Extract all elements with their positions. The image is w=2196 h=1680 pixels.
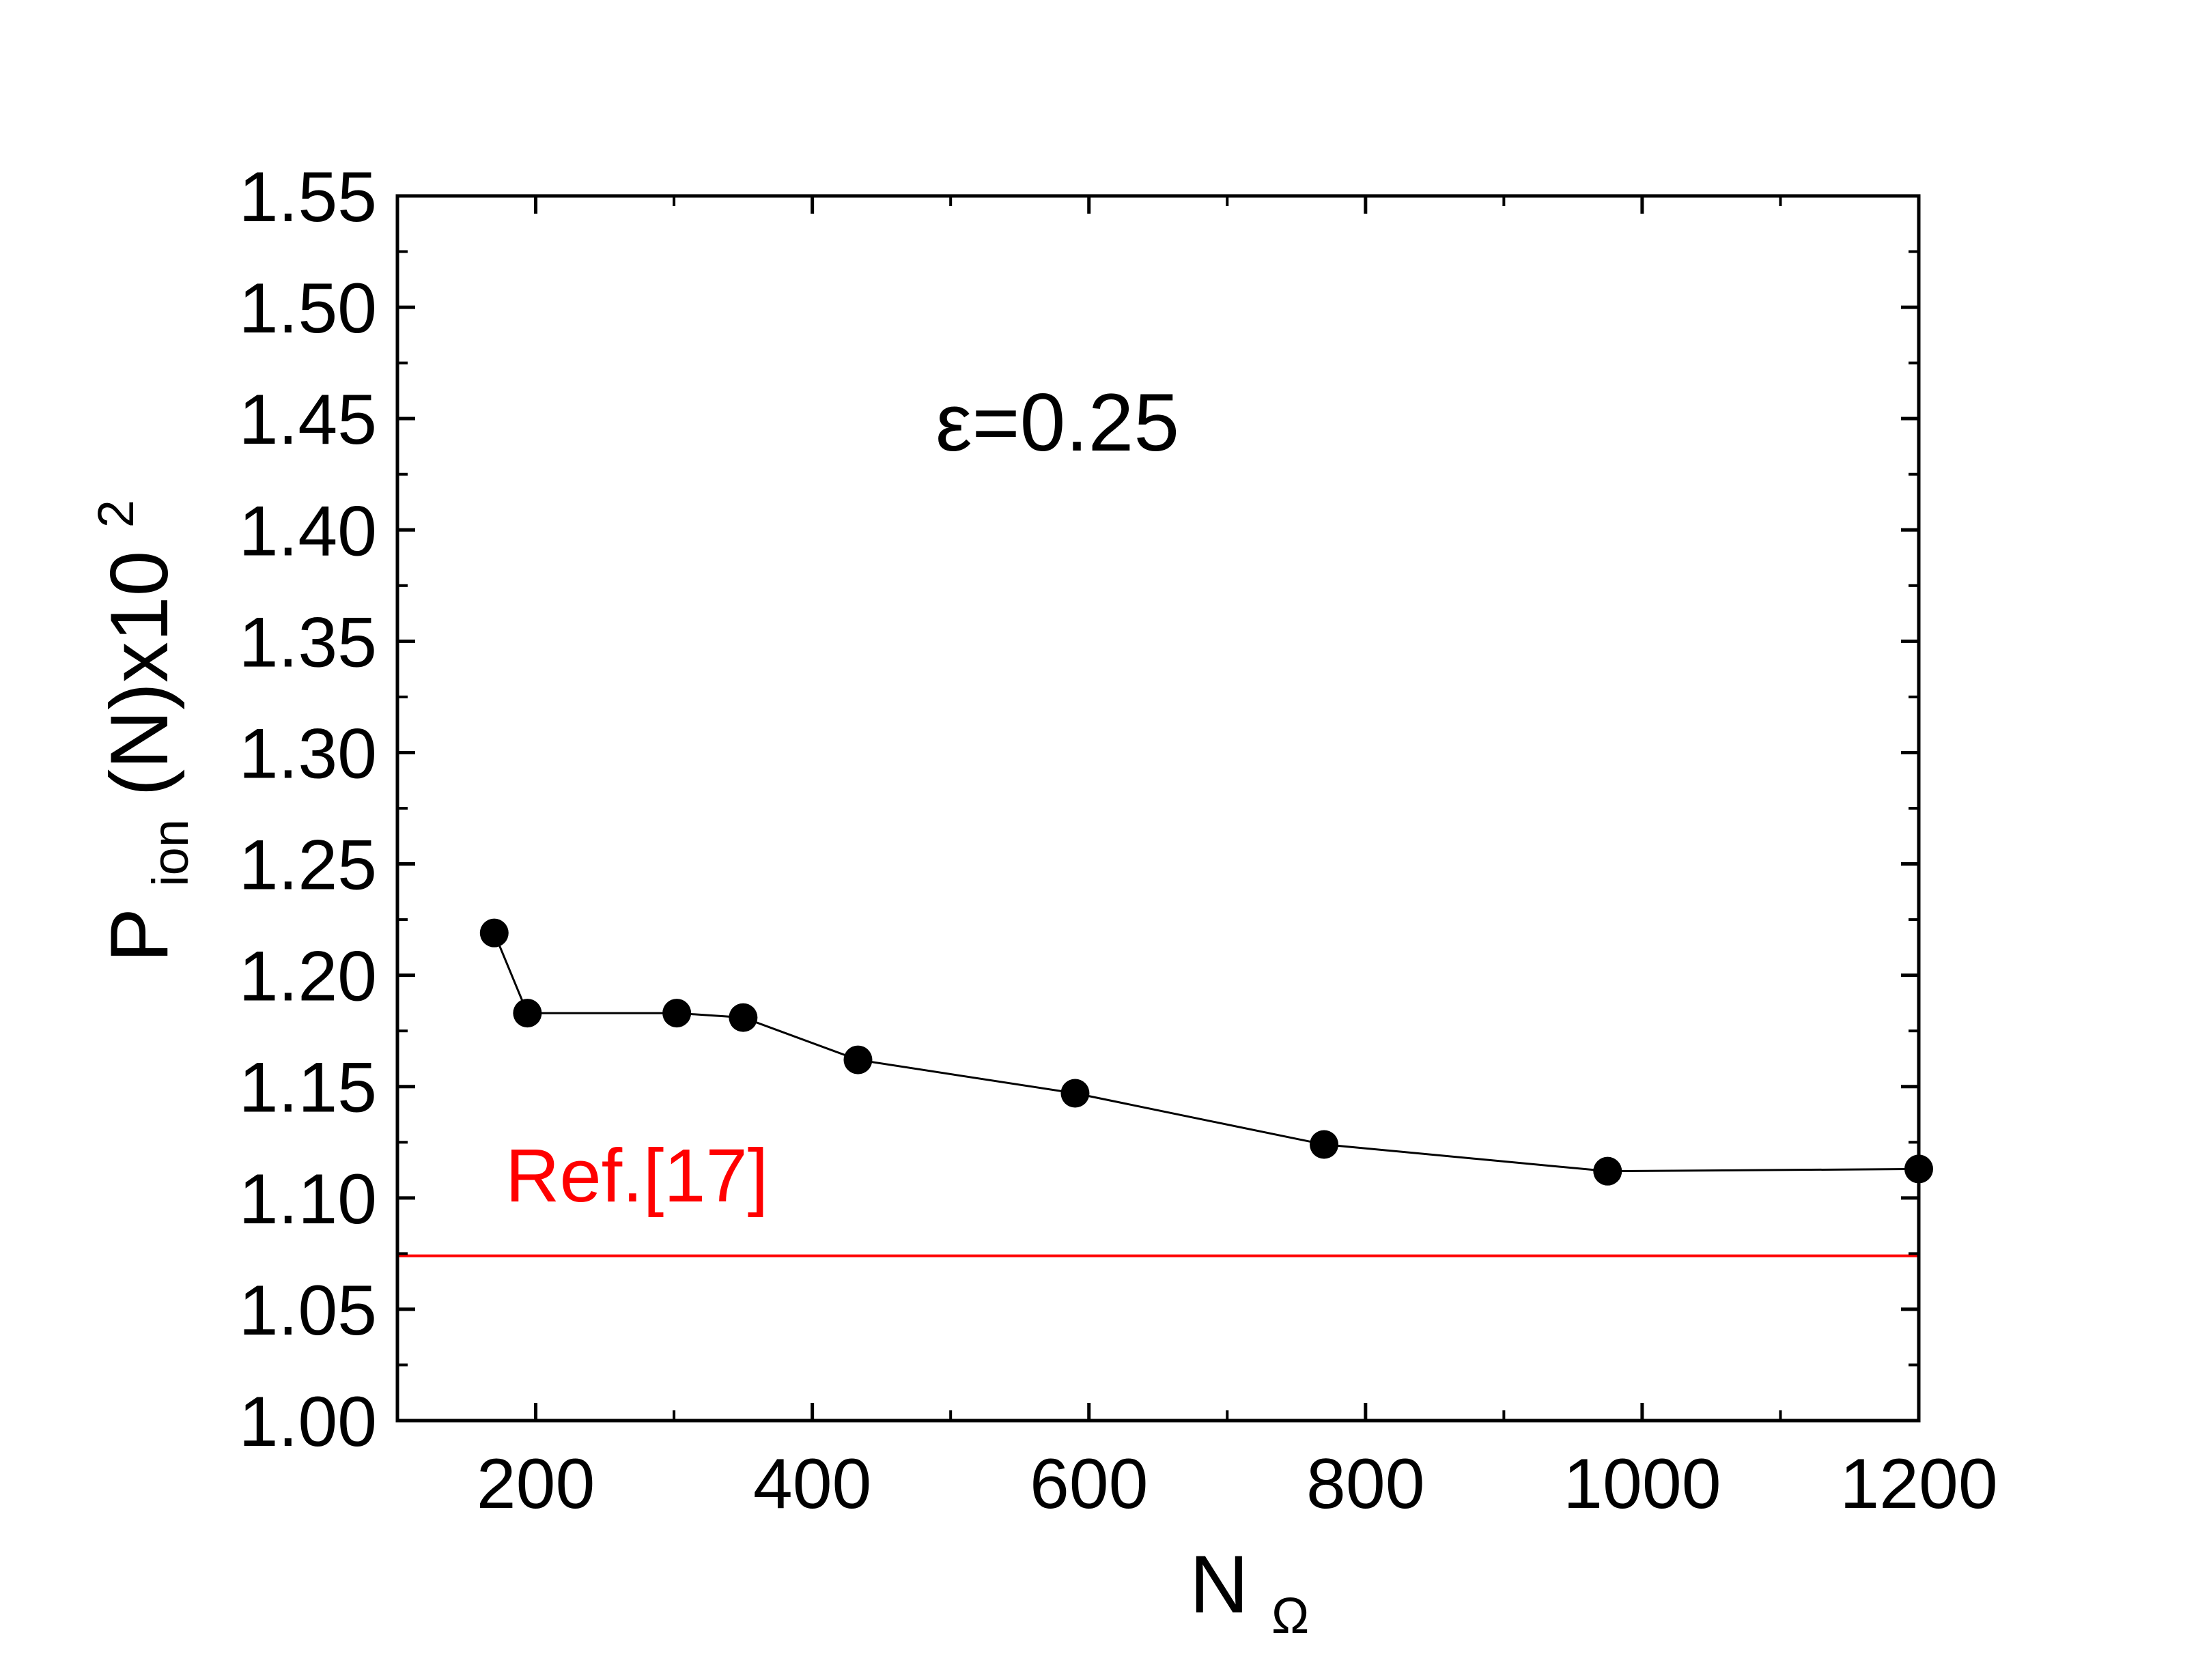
series-group: [479, 918, 1933, 1186]
y-tick-label: 1.05: [239, 1271, 377, 1350]
y-tick-label: 1.10: [239, 1160, 377, 1239]
reference-label: Ref.[17]: [505, 1134, 768, 1218]
x-axis-title: N Ω: [1190, 1539, 1309, 1644]
x-tick-label: 400: [753, 1444, 872, 1524]
y-tick-label: 1.15: [239, 1049, 377, 1128]
y-axis-title-main: P: [94, 909, 185, 963]
x-tick-label: 1000: [1563, 1444, 1721, 1524]
y-tick-label: 1.50: [239, 269, 377, 348]
data-point: [843, 1045, 873, 1074]
ticks-group: [397, 194, 1921, 1423]
data-point: [513, 999, 542, 1028]
y-axis-title-sub: ion: [142, 819, 199, 887]
x-tick-label: 800: [1306, 1444, 1425, 1524]
data-point: [1593, 1156, 1622, 1186]
y-tick-label: 1.25: [239, 826, 377, 905]
y-axis-title-tail: (N)x10: [94, 551, 185, 797]
data-point: [729, 1003, 758, 1032]
x-tick-label: 200: [477, 1444, 595, 1524]
data-point: [1310, 1130, 1339, 1159]
y-tick-label: 1.40: [239, 492, 377, 571]
data-point: [479, 918, 509, 948]
x-axis-title-sub: Ω: [1271, 1587, 1309, 1644]
epsilon-annotation: ε=0.25: [935, 377, 1179, 468]
y-tick-label: 1.45: [239, 380, 377, 459]
y-tick-label: 1.30: [239, 714, 377, 793]
tick-labels-group: 1.00 1.05 1.10 1.15 1.20 1.25 1.30 1.35 1.40 1.45…: [239, 158, 1998, 1524]
data-point: [662, 999, 692, 1028]
data-point: [1060, 1079, 1090, 1108]
y-tick-label: 1.35: [239, 603, 377, 682]
y-axis-title-sup: 2: [87, 500, 144, 528]
x-axis-title-main: N: [1190, 1539, 1249, 1630]
y-tick-label: 1.55: [239, 158, 377, 237]
x-tick-label: 1200: [1840, 1444, 1997, 1524]
y-axis-title: P ion (N)x10 2: [87, 500, 206, 963]
y-tick-label: 1.00: [239, 1382, 377, 1462]
x-tick-label: 600: [1030, 1444, 1149, 1524]
y-tick-label: 1.20: [239, 937, 377, 1016]
